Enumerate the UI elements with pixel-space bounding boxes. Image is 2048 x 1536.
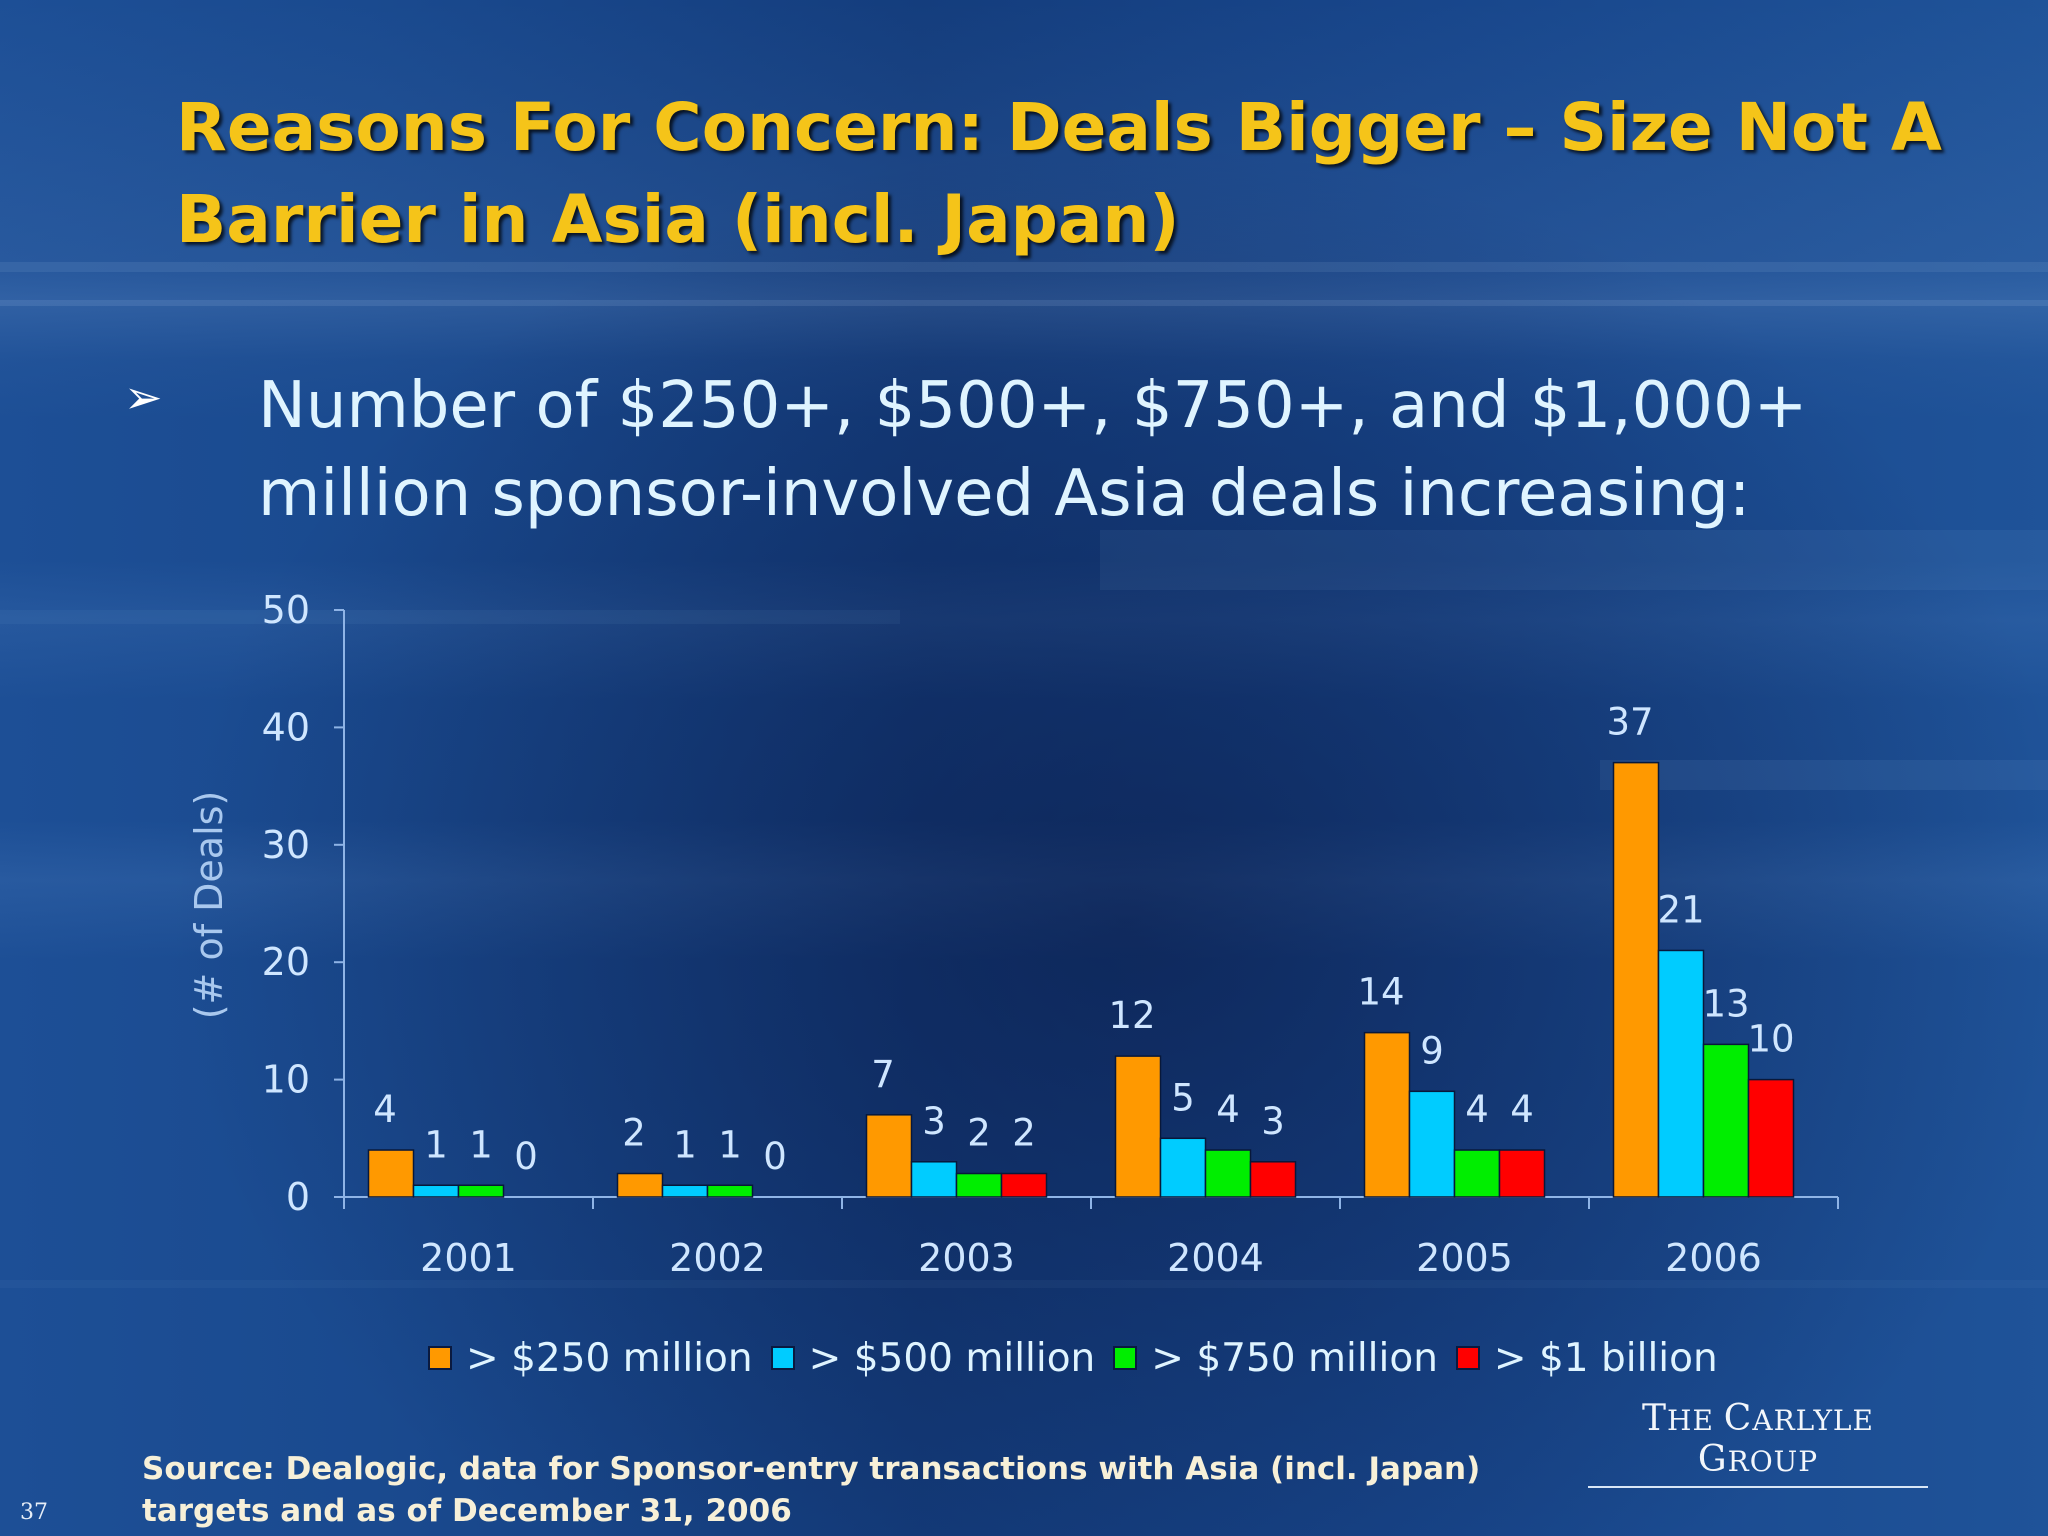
legend-label: > $1 billion	[1493, 1335, 1718, 1381]
data-label: 1	[424, 1123, 448, 1166]
bar	[367, 1149, 415, 1198]
bar	[1657, 949, 1705, 1198]
data-label: 7	[871, 1053, 895, 1096]
y-tick-label: 20	[262, 940, 310, 984]
bar	[616, 1172, 664, 1198]
bar	[1000, 1172, 1048, 1198]
data-label: 2	[622, 1112, 646, 1155]
bar	[661, 1184, 709, 1198]
data-label: 4	[373, 1088, 397, 1131]
data-label: 37	[1606, 701, 1653, 744]
bar	[706, 1184, 754, 1198]
x-tick-label: 2001	[420, 1236, 517, 1280]
x-tick-label: 2003	[918, 1236, 1015, 1280]
data-label: 21	[1657, 888, 1704, 931]
bullet-arrow-icon: ➢	[124, 370, 163, 424]
data-label: 13	[1702, 982, 1749, 1025]
legend-label: > $750 million	[1151, 1335, 1438, 1381]
data-label: 4	[1465, 1088, 1489, 1131]
legend-item: > $750 million	[1113, 1336, 1438, 1381]
bar	[955, 1172, 1003, 1198]
data-label: 2	[1012, 1112, 1036, 1155]
data-label: 9	[1420, 1029, 1444, 1072]
legend-item: > $250 million	[428, 1336, 753, 1381]
legend-item: > $500 million	[770, 1335, 1096, 1381]
data-label: 3	[1261, 1100, 1285, 1143]
data-label: 1	[469, 1123, 493, 1166]
data-label: 3	[922, 1100, 946, 1143]
data-label: 0	[514, 1135, 538, 1178]
bar	[1249, 1161, 1297, 1198]
legend-swatch	[428, 1346, 452, 1370]
x-tick-label: 2002	[669, 1236, 766, 1280]
y-tick-label: 50	[262, 588, 310, 632]
bar	[412, 1184, 460, 1198]
x-tick-label: 2006	[1665, 1236, 1762, 1280]
bar	[1612, 761, 1660, 1198]
x-tick-label: 2005	[1416, 1236, 1513, 1280]
bar	[1408, 1090, 1456, 1198]
data-label: 14	[1357, 971, 1404, 1014]
legend-label: > $500 million	[808, 1335, 1096, 1381]
bar	[1204, 1149, 1252, 1198]
legend-item: > $1 billion	[1455, 1335, 1718, 1381]
y-tick-label: 10	[262, 1058, 310, 1102]
bars	[367, 761, 1795, 1198]
data-label: 4	[1216, 1088, 1240, 1131]
bar	[1363, 1031, 1411, 1198]
bar	[1114, 1055, 1162, 1198]
data-label: 2	[967, 1112, 991, 1155]
data-label: 1	[673, 1123, 697, 1166]
x-tick-label: 2004	[1167, 1236, 1264, 1280]
bar	[1453, 1149, 1501, 1198]
bar	[1747, 1078, 1795, 1198]
bar	[1159, 1137, 1207, 1198]
y-tick-label: 0	[286, 1175, 310, 1219]
chart-legend: > $250 million > $500 million > $750 milli…	[428, 1330, 1736, 1386]
bar	[457, 1184, 505, 1198]
legend-swatch	[1113, 1346, 1138, 1370]
y-axis-label: (# of Deals)	[187, 791, 231, 1020]
page-number: 37	[20, 1500, 48, 1525]
data-label: 12	[1108, 994, 1155, 1037]
bar	[1702, 1043, 1750, 1198]
y-tick-label: 40	[262, 705, 310, 749]
bar	[1498, 1149, 1546, 1198]
data-label: 5	[1171, 1076, 1195, 1119]
x-axis: 2001 2002 2003 2004 2005 2006	[343, 1196, 1839, 1280]
data-label: 10	[1747, 1018, 1794, 1061]
bar	[910, 1161, 958, 1198]
data-label: 0	[763, 1135, 787, 1178]
legend-swatch	[1455, 1346, 1480, 1370]
bar	[865, 1114, 913, 1198]
carlyle-group-logo: THE CARLYLE GROUP	[1588, 1398, 1928, 1488]
data-label: 4	[1510, 1088, 1534, 1131]
legend-label: > $250 million	[466, 1335, 753, 1381]
data-label: 1	[718, 1123, 742, 1166]
legend-swatch	[770, 1346, 795, 1370]
y-tick-label: 30	[262, 823, 310, 867]
source-note: Source: Dealogic, data for Sponsor-entry…	[142, 1451, 1481, 1529]
slide-title: Reasons For Concern: Deals Bigger – Size…	[176, 89, 1942, 258]
bullet-text: Number of $250+, $500+, $750+, and $1,00…	[258, 369, 1808, 531]
y-axis: 0 10 20 30 40 50	[262, 588, 345, 1219]
